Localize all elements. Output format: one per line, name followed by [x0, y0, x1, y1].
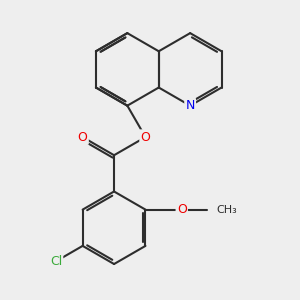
- Text: Cl: Cl: [50, 255, 62, 268]
- Text: O: O: [177, 203, 187, 216]
- Text: N: N: [185, 99, 195, 112]
- Text: O: O: [140, 130, 150, 144]
- Text: CH₃: CH₃: [216, 205, 237, 214]
- Text: O: O: [78, 130, 88, 144]
